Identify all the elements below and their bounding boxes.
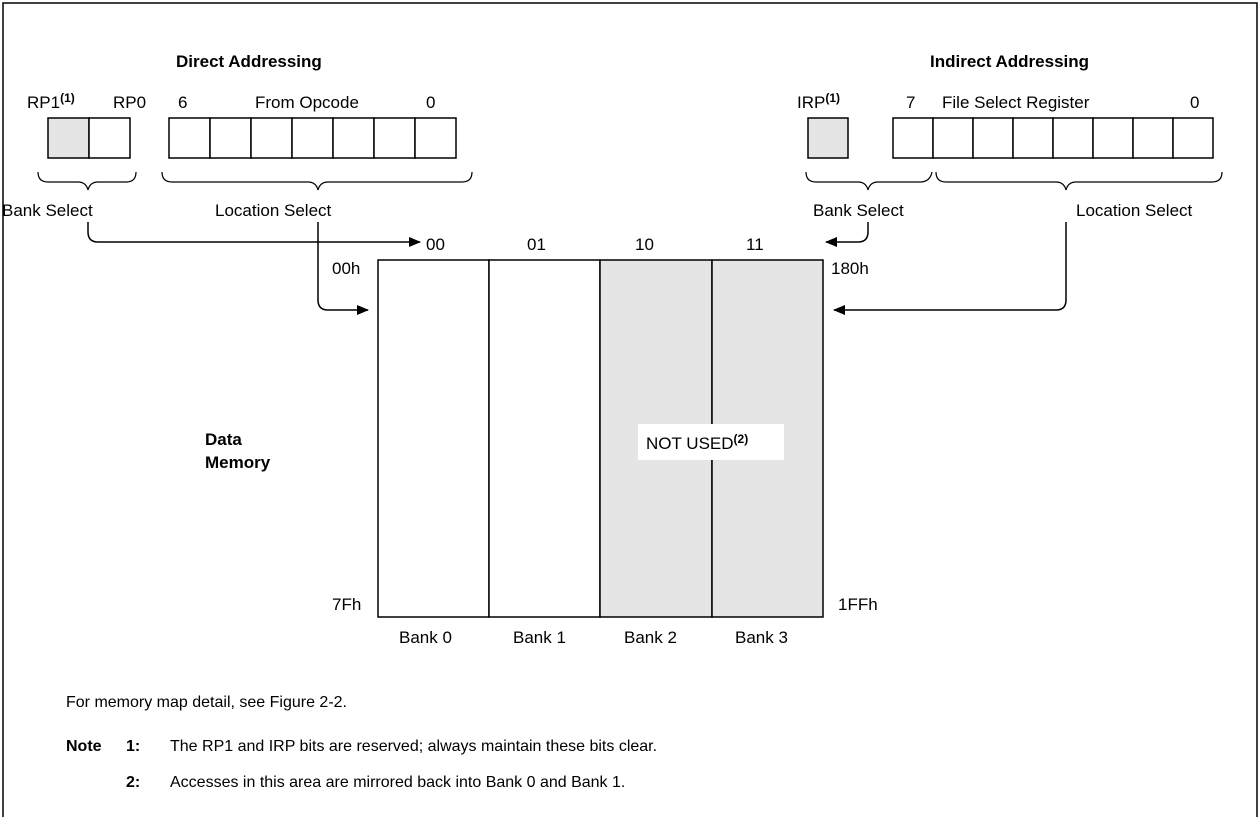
- address-180h: 180h: [831, 259, 869, 278]
- data-memory-label: Data: [205, 430, 242, 449]
- memory-map-note: For memory map detail, see Figure 2-2.: [66, 694, 347, 711]
- note-1-text: The RP1 and IRP bits are reserved; alway…: [170, 738, 657, 755]
- bank-code-11: 11: [746, 235, 764, 254]
- opcode-bit-cells: [168, 117, 457, 159]
- direct-location-brace: [161, 171, 473, 191]
- rp0-bit-cell: [88, 117, 131, 159]
- address-7fh: 7Fh: [332, 595, 361, 614]
- direct-addressing-title: Direct Addressing: [176, 52, 322, 71]
- note-2-text: Accesses in this area are mirrored back …: [170, 774, 625, 791]
- direct-location-select-label: Location Select: [215, 201, 332, 220]
- indirect-bit-high: 7: [906, 93, 915, 112]
- bank-0-area: [377, 259, 490, 618]
- indirect-addressing-title: Indirect Addressing: [930, 52, 1089, 71]
- address-00h: 00h: [332, 259, 360, 278]
- data-memory-label-line2: Memory: [205, 453, 271, 472]
- direct-bit-low: 0: [426, 93, 435, 112]
- direct-bit-high: 6: [178, 93, 187, 112]
- irp-bit-cell: [807, 117, 849, 159]
- bank-code-01: 01: [527, 235, 546, 254]
- indirect-location-select-label: Location Select: [1076, 201, 1193, 220]
- bank-code-00: 00: [426, 235, 445, 254]
- rp1-label: RP1(1): [27, 91, 75, 112]
- direct-bank-arrow: [87, 222, 421, 247]
- bank-name-3: Bank 3: [735, 628, 788, 647]
- indirect-location-brace: [935, 171, 1223, 191]
- direct-bank-brace: [37, 171, 137, 191]
- note-2-number: 2:: [126, 774, 140, 791]
- bank-name-0: Bank 0: [399, 628, 452, 647]
- indirect-bit-low: 0: [1190, 93, 1199, 112]
- not-used-box: [638, 424, 784, 460]
- bank-name-2: Bank 2: [624, 628, 677, 647]
- note-1-number: 1:: [126, 738, 140, 755]
- indirect-bank-select-label: Bank Select: [813, 201, 904, 220]
- indirect-bank-arrow: [825, 222, 869, 247]
- indirect-location-arrow: [833, 222, 1067, 315]
- indirect-field-label: File Select Register: [942, 93, 1090, 112]
- bank-1-area: [488, 259, 601, 618]
- rp1-bit-cell: [47, 117, 90, 159]
- direct-bank-select-label: Bank Select: [2, 201, 93, 220]
- not-used-label: NOT USED(2): [646, 432, 748, 453]
- direct-field-label: From Opcode: [255, 93, 359, 112]
- bank-code-10: 10: [635, 235, 654, 254]
- rp0-label: RP0: [113, 93, 146, 112]
- bank-name-1: Bank 1: [513, 628, 566, 647]
- direct-location-arrow: [317, 222, 369, 315]
- irp-label: IRP(1): [797, 91, 840, 112]
- indirect-bank-brace: [805, 171, 933, 191]
- note-word: Note: [66, 738, 102, 755]
- address-1ffh: 1FFh: [838, 595, 878, 614]
- fsr-bit-cells: [892, 117, 1214, 159]
